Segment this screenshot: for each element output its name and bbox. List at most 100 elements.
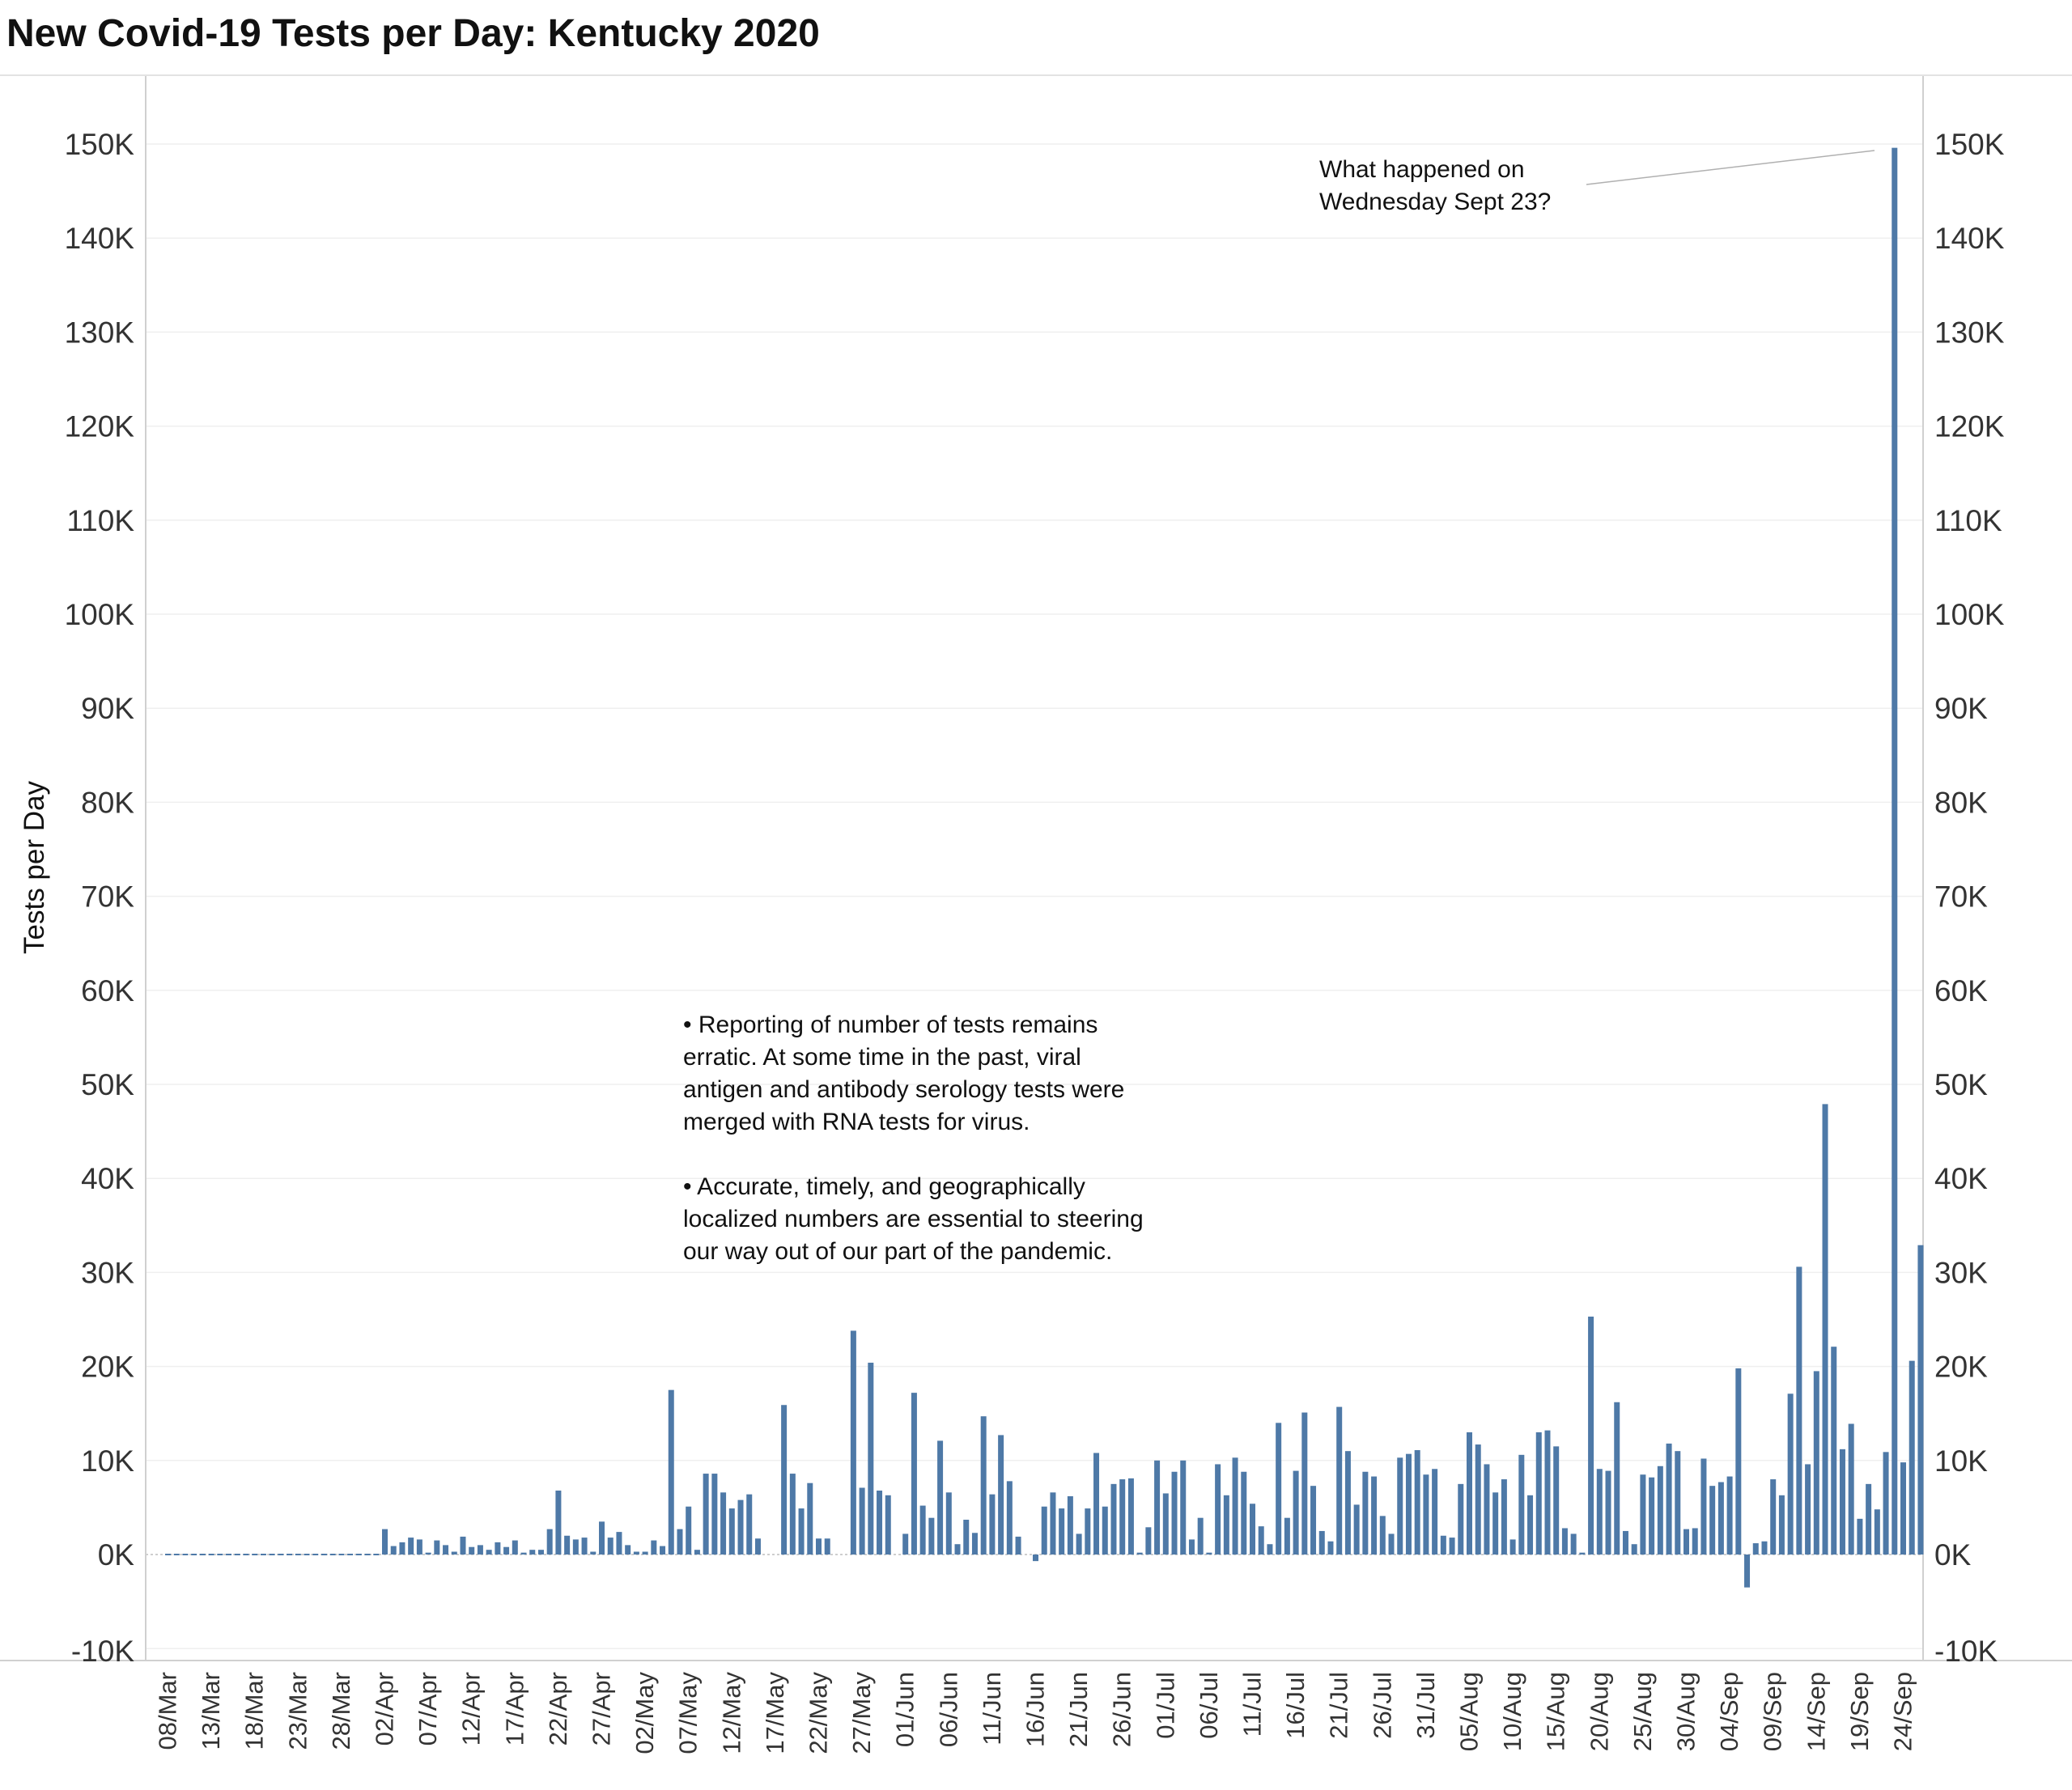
bar bbox=[1318, 1530, 1325, 1555]
bar bbox=[217, 1554, 223, 1555]
bar bbox=[165, 1554, 171, 1555]
bar bbox=[1440, 1535, 1446, 1555]
bar bbox=[1327, 1541, 1334, 1555]
bar bbox=[1197, 1517, 1204, 1555]
bar bbox=[364, 1554, 371, 1555]
bar bbox=[1336, 1406, 1343, 1555]
bar bbox=[1761, 1541, 1768, 1555]
bar bbox=[1301, 1412, 1308, 1555]
bar bbox=[945, 1492, 952, 1555]
y-tick-label-left: -10K bbox=[71, 1635, 134, 1668]
bar bbox=[1033, 1555, 1038, 1562]
bar bbox=[469, 1546, 475, 1555]
bar bbox=[1467, 1432, 1472, 1555]
bar bbox=[173, 1554, 180, 1555]
bar bbox=[1405, 1453, 1412, 1555]
bar bbox=[1344, 1451, 1351, 1555]
note-line: erratic. At some time in the past, viral bbox=[683, 1044, 1081, 1071]
bar bbox=[599, 1521, 605, 1555]
bar bbox=[1684, 1529, 1689, 1555]
bar bbox=[711, 1474, 718, 1555]
y-tick-label-right: 20K bbox=[1934, 1351, 1988, 1384]
x-tick-label: 30/Aug bbox=[1672, 1672, 1700, 1751]
bar bbox=[877, 1490, 883, 1555]
note-1: • Reporting of number of tests remains e… bbox=[683, 1009, 1144, 1139]
x-tick-label: 15/Aug bbox=[1542, 1672, 1570, 1751]
bar bbox=[1093, 1453, 1100, 1555]
bar bbox=[1241, 1471, 1247, 1555]
bar bbox=[208, 1554, 214, 1555]
bar bbox=[1475, 1444, 1481, 1555]
bar bbox=[885, 1495, 891, 1555]
y-tick-label-left: 90K bbox=[81, 692, 134, 725]
bar bbox=[1892, 147, 1898, 1555]
bar bbox=[477, 1545, 483, 1555]
bar bbox=[1709, 1486, 1716, 1555]
bar bbox=[1570, 1533, 1577, 1555]
bar bbox=[1379, 1516, 1386, 1555]
bar bbox=[390, 1546, 397, 1555]
bar bbox=[1553, 1446, 1560, 1555]
annotation-leader-line bbox=[1586, 150, 1875, 185]
bar bbox=[1449, 1538, 1455, 1555]
bar bbox=[737, 1499, 744, 1555]
y-tick-label-right: 80K bbox=[1934, 786, 1988, 819]
bar bbox=[1015, 1536, 1021, 1555]
bar bbox=[850, 1330, 856, 1555]
x-tick-label: 31/Jul bbox=[1412, 1672, 1440, 1739]
x-tick-label: 20/Aug bbox=[1585, 1672, 1613, 1751]
x-tick-label: 21/Jun bbox=[1064, 1672, 1093, 1747]
bar bbox=[1423, 1474, 1429, 1555]
bar bbox=[226, 1554, 232, 1555]
bar bbox=[1631, 1544, 1637, 1555]
bar bbox=[425, 1552, 431, 1555]
bar bbox=[1605, 1470, 1611, 1555]
bar bbox=[1145, 1527, 1152, 1555]
bar bbox=[677, 1529, 683, 1555]
x-tick-label: 22/Apr bbox=[544, 1672, 572, 1745]
bar bbox=[460, 1536, 466, 1555]
x-tick-label: 02/Apr bbox=[371, 1672, 399, 1745]
bar bbox=[660, 1546, 666, 1555]
note-line: • Accurate, timely, and geographically bbox=[683, 1173, 1085, 1200]
bar bbox=[1293, 1470, 1299, 1555]
y-tick-label-right: 60K bbox=[1934, 974, 1988, 1007]
note-line: our way out of our part of the pandemic. bbox=[683, 1238, 1113, 1265]
bar bbox=[243, 1554, 249, 1555]
y-tick-label-right: 100K bbox=[1934, 598, 2005, 631]
x-tick-label: 08/Mar bbox=[154, 1672, 182, 1750]
bar bbox=[321, 1554, 327, 1555]
spike-annotation-line: What happened on bbox=[1319, 156, 1525, 183]
bar bbox=[1501, 1479, 1507, 1555]
note-line: merged with RNA tests for virus. bbox=[683, 1109, 1030, 1135]
note-line: • Reporting of number of tests remains bbox=[683, 1012, 1098, 1038]
bar bbox=[1059, 1508, 1065, 1555]
bar bbox=[868, 1362, 874, 1555]
bar bbox=[1770, 1479, 1777, 1555]
y-tick-label-right: 120K bbox=[1934, 410, 2005, 443]
y-tick-label-left: 10K bbox=[81, 1444, 134, 1478]
x-axis: 08/Mar 13/Mar 18/Mar 23/Mar 28/Mar 02/Apr 07/A… bbox=[154, 1672, 1917, 1754]
bar bbox=[260, 1554, 266, 1555]
bar bbox=[555, 1490, 562, 1555]
bar bbox=[1579, 1552, 1586, 1555]
bar bbox=[1752, 1543, 1759, 1555]
bar bbox=[355, 1554, 362, 1555]
bar bbox=[911, 1393, 917, 1555]
bar bbox=[1700, 1458, 1707, 1555]
bar bbox=[937, 1440, 944, 1555]
y-tick-label-left: 40K bbox=[81, 1162, 134, 1195]
bar bbox=[1206, 1552, 1212, 1555]
bars bbox=[165, 147, 1924, 1588]
bar bbox=[537, 1550, 544, 1555]
bar bbox=[1874, 1509, 1880, 1555]
bar bbox=[902, 1533, 909, 1555]
x-tick-label: 27/Apr bbox=[588, 1672, 616, 1745]
x-tick-label: 06/Jun bbox=[934, 1672, 962, 1747]
bar bbox=[1006, 1481, 1013, 1555]
bar bbox=[1640, 1474, 1646, 1555]
bar bbox=[781, 1405, 788, 1555]
spike-annotation-line: Wednesday Sept 23? bbox=[1319, 189, 1552, 215]
bar bbox=[1796, 1266, 1802, 1555]
y-tick-label-right: 50K bbox=[1934, 1068, 1988, 1101]
